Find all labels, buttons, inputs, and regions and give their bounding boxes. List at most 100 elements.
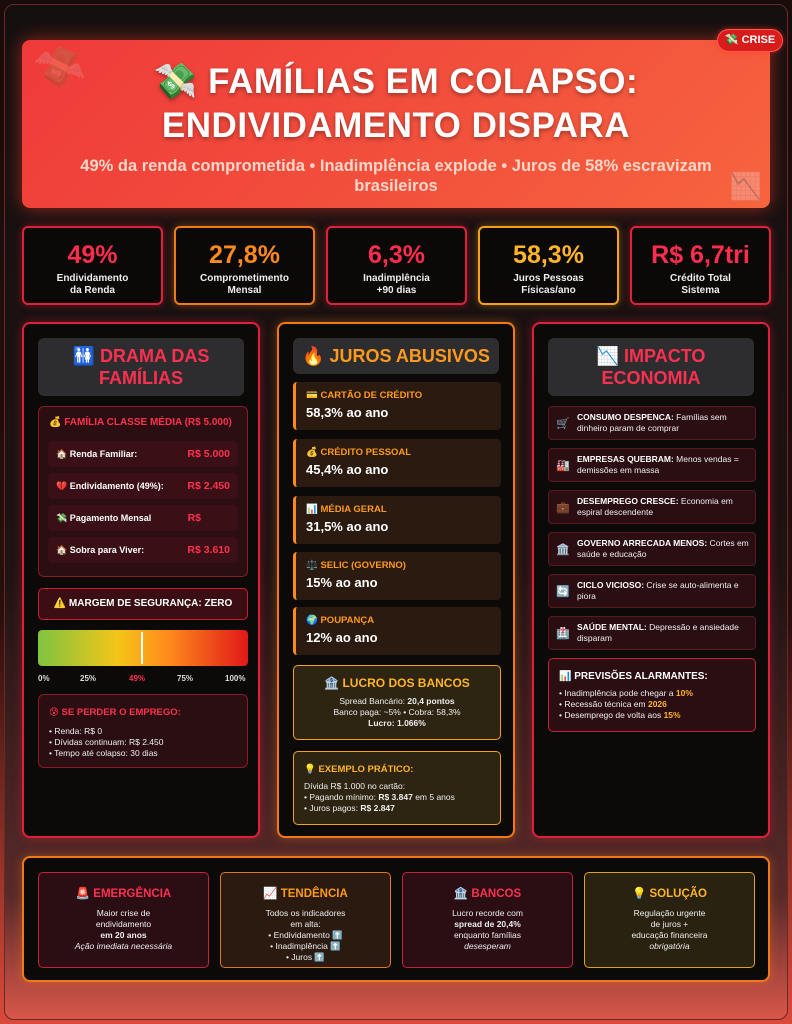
factory-icon: 🏭: [556, 459, 570, 472]
budget-value: R$ 3.610: [187, 544, 230, 556]
summary-card-title: 📈 TENDÊNCIA: [263, 888, 348, 900]
stat-label: Juros Pessoas Físicas/ano: [513, 273, 584, 296]
summary-card-text: Lucro recorde com spread de 20,4% enquan…: [452, 908, 523, 951]
gauge-marker: [141, 632, 143, 664]
impact-item: 🔄 CICLO VICIOSO: Crise se auto-alimenta …: [548, 574, 756, 608]
cart-icon: 🛒: [556, 417, 570, 430]
impact-item: 💼 DESEMPREGO CRESCE: Economia em espiral…: [548, 490, 756, 524]
chart-down-icon: 📉: [596, 346, 620, 366]
bank-profit-box: 🏦 LUCRO DOS BANCOS Spread Bancário: 20,4…: [293, 665, 501, 740]
rate-value: 58,3% ao ano: [306, 405, 389, 420]
house-icon: 🏠: [56, 545, 68, 555]
chart-down-watermark-icon: 📉: [729, 171, 762, 201]
rate-name: ⚖️ SELIC (GOVERNO): [306, 560, 406, 571]
column-impacto-economia: 📉 IMPACTO ECONOMIA 🛒 CONSUMO DESPENCA: Fa…: [532, 322, 770, 838]
stat-card-endividamento: 49% Endividamento da Renda: [22, 226, 163, 305]
house-icon: 🏠: [56, 449, 68, 459]
practical-example-text: Dívida R$ 1.000 no cartão: • Pagando mín…: [304, 781, 455, 813]
gauge-tick: 49%: [129, 674, 146, 683]
hero-title-line2: ENDIVIDAMENTO DISPARA: [161, 106, 631, 145]
stat-value: R$ 6,7tri: [651, 241, 750, 269]
family-budget-title: 💰 FAMÍLIA CLASSE MÉDIA (R$ 5.000): [49, 417, 232, 428]
rate-card: 💳 CARTÃO DE CRÉDITO 58,3% ao ano: [293, 382, 501, 430]
budget-value: R$ 2.450: [187, 480, 230, 492]
rate-value: 15% ao ano: [306, 575, 378, 590]
rate-name: 📊 MÉDIA GERAL: [306, 504, 387, 515]
briefcase-icon: 💼: [556, 501, 570, 514]
column-header: 🚻 DRAMA DAS FAMÍLIAS: [38, 338, 244, 396]
hero-title-line1: 💸 FAMÍLIAS EM COLAPSO:: [153, 62, 639, 101]
summary-card-text: Maior crise de endividamento em 20 anos …: [74, 908, 173, 951]
summary-card-title: 🚨 EMERGÊNCIA: [75, 888, 172, 900]
budget-value: R$ 5.000: [187, 448, 230, 460]
family-icon: 🚻: [72, 346, 96, 366]
government-icon: 🏛️: [556, 543, 570, 556]
stat-label: Endividamento da Renda: [56, 273, 129, 296]
impact-item: 🛒 CONSUMO DESPENCA: Famílias sem dinheir…: [548, 406, 756, 440]
impact-item: 🏥 SAÚDE MENTAL: Depressão e ansiedade di…: [548, 616, 756, 650]
money-icon: 💸: [724, 34, 739, 46]
gauge-tick: 75%: [177, 674, 194, 683]
stat-label: Comprometimento Mensal: [200, 273, 289, 296]
stat-card-inadimplencia: 6,3% Inadimplência +90 dias: [326, 226, 467, 305]
job-loss-list: • Renda: R$ 0 • Dívidas continuam: R$ 2.…: [49, 726, 164, 758]
rate-card: 🌍 POUPANÇA 12% ao ano: [293, 607, 501, 655]
rate-name: 💳 CARTÃO DE CRÉDITO: [306, 390, 423, 401]
summary-card-title: 💡 SOLUÇÃO: [631, 888, 707, 900]
job-loss-box: 😰 SE PERDER O EMPREGO: • Renda: R$ 0 • D…: [38, 694, 248, 768]
rate-value: 45,4% ao ano: [306, 462, 389, 477]
hero-title: 💸 FAMÍLIAS EM COLAPSO: ENDIVIDAMENTO DIS…: [22, 60, 770, 148]
column-header: 🔥 JUROS ABUSIVOS: [293, 338, 499, 374]
forecast-list: • Inadimplência pode chegar a 10% • Rece…: [559, 688, 693, 720]
stat-label: Crédito Total Sistema: [670, 273, 731, 296]
summary-card-text: Regulação urgente de juros + educação fi…: [631, 908, 708, 951]
forecast-box: 📊 PREVISÕES ALARMANTES: • Inadimplência …: [548, 658, 756, 732]
gauge-tick: 0%: [38, 674, 50, 683]
budget-row: 🏠 Renda Familiar: R$ 5.000: [48, 441, 238, 467]
hospital-icon: 🏥: [556, 627, 570, 640]
summary-card-emergencia: 🚨 EMERGÊNCIA Maior crise de endividament…: [38, 872, 209, 968]
practical-example-box: 💡 EXEMPLO PRÁTICO: Dívida R$ 1.000 no ca…: [293, 751, 501, 825]
stat-value: 58,3%: [513, 241, 584, 269]
stat-value: 6,3%: [368, 241, 425, 269]
stat-card-credito-total: R$ 6,7tri Crédito Total Sistema: [630, 226, 771, 305]
debt-gauge-bar: [38, 630, 248, 666]
rate-card: 📊 MÉDIA GERAL 31,5% ao ano: [293, 496, 501, 544]
summary-card-text: Todos os indicadores em alta: • Endivida…: [265, 908, 346, 962]
stat-label: Inadimplência +90 dias: [363, 273, 430, 296]
crise-badge-label: CRISE: [741, 34, 776, 46]
budget-row: 🏠 Sobra para Viver: R$ 3.610: [48, 537, 238, 563]
stat-card-juros: 58,3% Juros Pessoas Físicas/ano: [478, 226, 619, 305]
cycle-icon: 🔄: [556, 585, 570, 598]
gauge-tick: 100%: [225, 674, 246, 683]
impact-item: 🏭 EMPRESAS QUEBRAM: Menos vendas = demis…: [548, 448, 756, 482]
rate-value: 12% ao ano: [306, 630, 378, 645]
rate-name: 🌍 POUPANÇA: [306, 615, 375, 626]
stat-value: 27,8%: [209, 241, 280, 269]
summary-card-title: 🏦 BANCOS: [453, 888, 522, 900]
budget-value: R$ 1.390: [187, 512, 214, 550]
impact-item: 🏛️ GOVERNO ARRECADA MENOS: Cortes em saú…: [548, 532, 756, 566]
column-juros-abusivos: 🔥 JUROS ABUSIVOS 💳 CARTÃO DE CRÉDITO 58,…: [277, 322, 515, 838]
column-header: 📉 IMPACTO ECONOMIA: [548, 338, 754, 396]
money-icon: 💸: [56, 513, 68, 523]
rate-value: 31,5% ao ano: [306, 519, 389, 534]
rate-card: 💰 CRÉDITO PESSOAL 45,4% ao ano: [293, 439, 501, 487]
crise-badge: 💸 CRISE: [717, 29, 783, 52]
family-budget-box: 💰 FAMÍLIA CLASSE MÉDIA (R$ 5.000) 🏠 Rend…: [38, 406, 248, 577]
rate-card: ⚖️ SELIC (GOVERNO) 15% ao ano: [293, 552, 501, 600]
stat-value: 49%: [67, 241, 118, 269]
job-loss-title: 😰 SE PERDER O EMPREGO:: [49, 707, 181, 718]
summary-card-bancos: 🏦 BANCOS Lucro recorde com spread de 20,…: [402, 872, 573, 968]
budget-row: 💸 Pagamento Mensal (27,8%): R$ 1.390: [48, 505, 238, 550]
forecast-title: 📊 PREVISÕES ALARMANTES:: [559, 671, 708, 682]
gauge-tick: 25%: [80, 674, 97, 683]
safety-margin-alert: ⚠️ MARGEM DE SEGURANÇA: ZERO: [38, 588, 248, 620]
bottom-summary: 🚨 EMERGÊNCIA Maior crise de endividament…: [22, 856, 770, 982]
summary-card-solucao: 💡 SOLUÇÃO Regulação urgente de juros + e…: [584, 872, 755, 968]
broken-heart-icon: 💔: [56, 481, 68, 491]
stat-card-comprometimento: 27,8% Comprometimento Mensal: [174, 226, 315, 305]
practical-example-title: 💡 EXEMPLO PRÁTICO:: [304, 764, 414, 775]
rate-name: 💰 CRÉDITO PESSOAL: [306, 447, 412, 458]
budget-row: 💔 Endividamento (49%): R$ 2.450: [48, 473, 238, 499]
